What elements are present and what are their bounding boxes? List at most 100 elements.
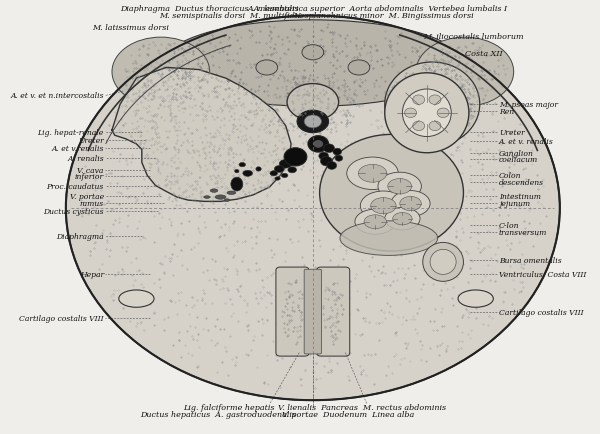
Text: inferior: inferior — [75, 173, 104, 181]
Ellipse shape — [323, 145, 335, 153]
Ellipse shape — [256, 61, 278, 76]
Ellipse shape — [112, 38, 209, 107]
FancyBboxPatch shape — [304, 270, 322, 354]
Ellipse shape — [327, 162, 337, 170]
Text: V. portae  Duodenum  Linea alba: V. portae Duodenum Linea alba — [282, 411, 414, 418]
FancyBboxPatch shape — [317, 267, 350, 356]
Ellipse shape — [429, 95, 441, 105]
Ellipse shape — [385, 208, 420, 230]
Ellipse shape — [239, 163, 245, 168]
Ellipse shape — [256, 168, 261, 172]
Ellipse shape — [308, 136, 329, 153]
Text: A. et v. et n.intercostalis: A. et v. et n.intercostalis — [10, 92, 104, 100]
Ellipse shape — [320, 135, 463, 251]
Text: M. latissimus dorsi: M. latissimus dorsi — [92, 23, 169, 32]
Text: Costa XII: Costa XII — [465, 49, 503, 57]
Ellipse shape — [361, 191, 406, 221]
Ellipse shape — [270, 171, 278, 177]
Ellipse shape — [281, 174, 288, 178]
Ellipse shape — [119, 290, 154, 308]
Text: ramus: ramus — [80, 199, 104, 207]
Ellipse shape — [284, 148, 307, 167]
Ellipse shape — [279, 160, 292, 169]
Ellipse shape — [458, 290, 493, 308]
Text: jejunum: jejunum — [499, 199, 530, 207]
Ellipse shape — [416, 38, 514, 107]
Text: Ganglion: Ganglion — [499, 149, 534, 157]
Text: Ureter: Ureter — [78, 137, 104, 145]
Text: M. semispinalis dorsi  M. multifidus: M. semispinalis dorsi M. multifidus — [159, 13, 304, 20]
Ellipse shape — [378, 173, 421, 201]
Ellipse shape — [392, 213, 412, 225]
Ellipse shape — [215, 195, 226, 200]
Ellipse shape — [358, 165, 387, 183]
Text: Ren: Ren — [499, 108, 514, 116]
Ellipse shape — [164, 21, 462, 107]
Ellipse shape — [302, 46, 323, 61]
Ellipse shape — [320, 157, 332, 167]
Text: Ductus hepaticus  A. gastroduodenalis: Ductus hepaticus A. gastroduodenalis — [140, 411, 296, 418]
Text: Ureter: Ureter — [499, 128, 525, 136]
Text: M. psoas major: M. psoas major — [499, 101, 558, 109]
Text: Ductus cysticus: Ductus cysticus — [43, 208, 104, 216]
FancyBboxPatch shape — [276, 267, 309, 356]
Ellipse shape — [319, 153, 329, 161]
Text: A. renalis: A. renalis — [67, 155, 104, 163]
Ellipse shape — [347, 158, 398, 190]
Ellipse shape — [235, 170, 239, 174]
Ellipse shape — [385, 63, 480, 147]
Ellipse shape — [231, 178, 243, 191]
Text: Ventriculus  Costa VIII: Ventriculus Costa VIII — [499, 270, 586, 278]
Text: V. cava: V. cava — [77, 166, 104, 174]
Ellipse shape — [287, 84, 338, 121]
Ellipse shape — [340, 221, 437, 256]
Text: A. et v. renalis: A. et v. renalis — [499, 138, 554, 146]
Text: descendens: descendens — [499, 178, 544, 187]
Text: M. iliocostalis lumborum: M. iliocostalis lumborum — [422, 33, 523, 41]
Text: Proc. caudatus: Proc. caudatus — [47, 183, 104, 191]
Text: A. et v.renalis: A. et v.renalis — [52, 145, 104, 153]
Ellipse shape — [335, 156, 343, 162]
Ellipse shape — [313, 141, 323, 148]
Text: V. lienalis  Pancreas  M. rectus abdominis: V. lienalis Pancreas M. rectus abdominis — [278, 403, 446, 411]
Text: Diaphragma  Ductus thoracicus  A. lumbalis: Diaphragma Ductus thoracicus A. lumbalis — [121, 6, 299, 13]
Ellipse shape — [274, 166, 284, 173]
Text: Hepar: Hepar — [80, 270, 104, 278]
Ellipse shape — [204, 196, 210, 199]
Text: C-lon: C-lon — [499, 222, 520, 230]
Ellipse shape — [413, 95, 425, 105]
Text: transversum: transversum — [499, 229, 547, 237]
Text: Cartilago costalis VIII: Cartilago costalis VIII — [19, 314, 104, 322]
Ellipse shape — [371, 198, 396, 214]
Ellipse shape — [224, 199, 230, 202]
Text: Lig. hepat-renale: Lig. hepat-renale — [38, 129, 104, 137]
Ellipse shape — [404, 109, 416, 118]
Text: N. splanchnicus minor  M. Bingissimus dorsi: N. splanchnicus minor M. Bingissimus dor… — [293, 13, 474, 20]
Text: Colon: Colon — [499, 171, 521, 180]
Ellipse shape — [423, 243, 463, 282]
Text: A. mesenterica superior  Aorta abdominalis  Vertebea lumbalis I: A. mesenterica superior Aorta abdominali… — [248, 6, 508, 13]
Ellipse shape — [355, 210, 395, 235]
Ellipse shape — [385, 74, 469, 153]
Ellipse shape — [437, 109, 449, 118]
Ellipse shape — [429, 122, 441, 132]
Text: Lig. falciforme hepatis: Lig. falciforme hepatis — [183, 403, 274, 411]
Text: Diaphragma: Diaphragma — [56, 233, 104, 240]
Text: coeliacum: coeliacum — [499, 156, 538, 164]
Ellipse shape — [304, 116, 322, 128]
Ellipse shape — [227, 191, 236, 195]
Ellipse shape — [210, 189, 218, 193]
Ellipse shape — [333, 149, 341, 156]
Text: Intestinum: Intestinum — [499, 192, 541, 201]
Text: Bursa omentalis: Bursa omentalis — [499, 256, 562, 264]
Ellipse shape — [400, 197, 421, 211]
Ellipse shape — [413, 122, 425, 132]
Ellipse shape — [66, 16, 560, 400]
Text: V. portae: V. portae — [70, 192, 104, 201]
Ellipse shape — [388, 179, 412, 194]
Ellipse shape — [288, 168, 296, 174]
Ellipse shape — [243, 171, 253, 177]
Ellipse shape — [275, 178, 280, 181]
Ellipse shape — [391, 191, 430, 217]
Ellipse shape — [430, 250, 456, 275]
